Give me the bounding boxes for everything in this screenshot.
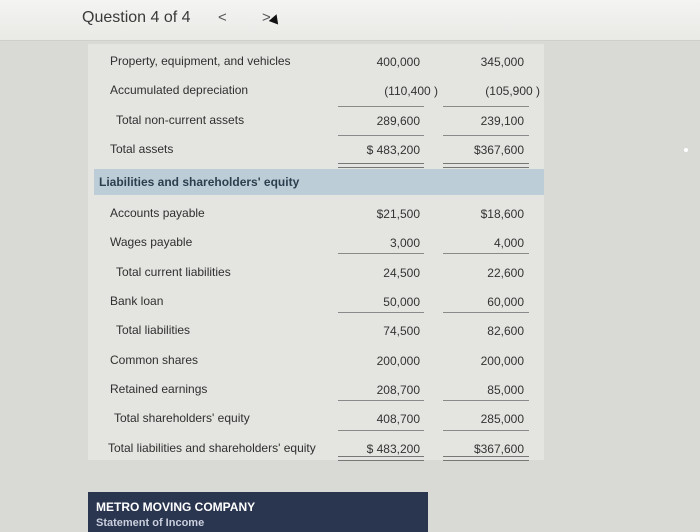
value-current-year: 50,000 (383, 295, 420, 309)
statement-subtitle: Statement of Income (96, 517, 205, 529)
section-header: Liabilities and shareholders' equity (94, 169, 544, 195)
value-current-year: (110,400 ) (384, 84, 438, 98)
underline (443, 430, 529, 431)
underline (338, 135, 424, 136)
underline (443, 312, 529, 313)
underline (338, 312, 424, 313)
row-label: Total liabilities and shareholders' equi… (108, 441, 316, 455)
table-row: Bank loan 50,000 60,000 (88, 286, 544, 315)
question-counter: Question 4 of 4 (82, 9, 191, 26)
value-current-year: 24,500 (383, 266, 420, 280)
value-prior-year: $367,600 (473, 143, 524, 157)
double-underline (443, 163, 529, 168)
value-prior-year: 239,100 (480, 114, 524, 128)
balance-sheet: Property, equipment, and vehicles 400,00… (88, 44, 544, 462)
value-prior-year: 22,600 (487, 266, 524, 280)
value-current-year: 208,700 (376, 383, 420, 397)
row-label: Property, equipment, and vehicles (110, 54, 291, 68)
row-label: Total liabilities (116, 323, 191, 337)
table-row: Total current liabilities 24,500 22,600 (88, 257, 544, 286)
value-prior-year: 345,000 (480, 55, 524, 69)
value-prior-year: $18,600 (480, 207, 524, 221)
row-label: Common shares (110, 353, 199, 367)
table-row: Total assets $ 483,200 $367,600 (88, 134, 544, 163)
row-label: Accounts payable (110, 206, 205, 220)
value-current-year: 3,000 (389, 236, 420, 250)
value-prior-year: 82,600 (487, 324, 524, 338)
underline (443, 135, 529, 136)
row-label: Retained earnings (110, 382, 208, 396)
double-underline (338, 163, 424, 168)
value-prior-year: (105,900 ) (485, 84, 540, 98)
value-prior-year: $367,600 (473, 442, 524, 456)
row-label: Bank loan (110, 294, 164, 308)
value-current-year: 408,700 (376, 412, 420, 426)
row-label: Total non-current assets (116, 113, 245, 127)
table-row: Wages payable 3,000 4,000 (88, 227, 544, 256)
value-current-year: 400,000 (376, 55, 420, 69)
value-current-year: 74,500 (383, 324, 420, 338)
table-row: Property, equipment, and vehicles 400,00… (88, 46, 544, 75)
underline (338, 400, 424, 401)
value-current-year: 200,000 (376, 354, 420, 368)
table-row: Common shares 200,000 200,000 (88, 345, 544, 374)
double-underline (338, 456, 424, 461)
company-name: METRO MOVING COMPANY (96, 500, 256, 514)
underline (443, 253, 529, 254)
double-underline (443, 456, 529, 461)
question-nav-bar: Question 4 of 4 < > (0, 0, 700, 41)
row-label: Accumulated depreciation (110, 83, 249, 97)
section-title: Liabilities and shareholders' equity (99, 175, 300, 189)
table-row: Accumulated depreciation (110,400 ) (105… (88, 75, 544, 104)
table-row: Retained earnings 208,700 85,000 (88, 374, 544, 403)
glare-dot (684, 148, 688, 152)
table-row: Total liabilities 74,500 82,600 (88, 315, 544, 344)
underline (338, 106, 424, 107)
previous-question-button[interactable]: < (218, 9, 227, 26)
value-current-year: 289,600 (376, 114, 420, 128)
next-question-button[interactable]: > (262, 9, 271, 26)
value-prior-year: 285,000 (480, 412, 524, 426)
value-current-year: $ 483,200 (366, 143, 420, 157)
row-label: Wages payable (110, 235, 193, 249)
value-current-year: $21,500 (376, 207, 420, 221)
table-row: Total shareholders' equity 408,700 285,0… (88, 403, 544, 432)
income-statement-header: METRO MOVING COMPANY Statement of Income (88, 492, 428, 532)
underline (338, 430, 424, 431)
underline (338, 253, 424, 254)
value-prior-year: 85,000 (487, 383, 524, 397)
underline (443, 106, 529, 107)
value-prior-year: 60,000 (487, 295, 524, 309)
value-prior-year: 200,000 (480, 354, 524, 368)
value-current-year: $ 483,200 (366, 442, 420, 456)
underline (443, 400, 529, 401)
table-row: Total non-current assets 289,600 239,100 (88, 105, 544, 134)
row-label: Total current liabilities (116, 265, 231, 279)
table-row: Total liabilities and shareholders' equi… (88, 433, 544, 462)
row-label: Total shareholders' equity (114, 411, 250, 425)
table-row: Accounts payable $21,500 $18,600 (88, 198, 544, 227)
value-prior-year: 4,000 (493, 236, 524, 250)
row-label: Total assets (110, 142, 174, 156)
